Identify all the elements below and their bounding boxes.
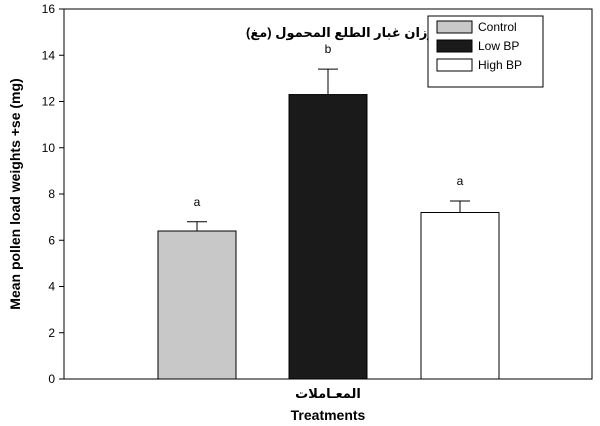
y-tick-label: 16 [42, 2, 56, 16]
y-tick-label: 10 [42, 141, 56, 155]
significance-letter: a [457, 174, 464, 188]
legend-label: High BP [478, 58, 522, 72]
y-tick-label: 6 [48, 233, 55, 247]
y-tick-label: 2 [48, 326, 55, 340]
y-tick-label: 12 [42, 95, 56, 109]
plot-area: a b a [157, 42, 500, 380]
bar-low-bp [288, 94, 368, 380]
bar-control [157, 230, 237, 380]
legend-label: Control [478, 20, 517, 34]
legend-label: Low BP [478, 39, 519, 53]
y-axis-label: Mean pollen load weights +se (mg) [7, 78, 23, 309]
y-axis: 0 2 4 6 8 10 12 14 16 [42, 2, 64, 386]
significance-letter: a [194, 195, 201, 209]
legend-swatch [436, 58, 473, 72]
y-tick-label: 4 [48, 280, 55, 294]
y-tick-label: 14 [42, 48, 56, 62]
legend-swatch [436, 20, 473, 34]
x-axis-label-arabic: المعـاملات [295, 386, 361, 401]
legend: Control Low BP High BP [427, 15, 544, 88]
significance-letter: b [325, 42, 332, 56]
legend-swatch [436, 39, 473, 53]
bar-high-bp [420, 212, 500, 380]
y-tick-label: 0 [48, 372, 55, 386]
x-axis-label: Treatments [291, 407, 366, 423]
y-tick-label: 8 [48, 187, 55, 201]
